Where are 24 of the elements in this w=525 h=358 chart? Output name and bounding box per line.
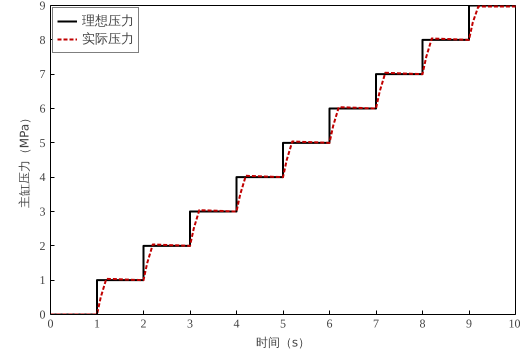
y-tick-label: 1 (40, 273, 46, 288)
x-tick-label: 1 (94, 316, 100, 330)
x-tick-label: 3 (187, 316, 193, 330)
x-tick-label: 6 (326, 316, 332, 330)
y-tick-label: 0 (40, 308, 46, 322)
y-tick-label: 2 (40, 238, 46, 253)
x-tick-label: 10 (508, 316, 520, 330)
x-tick-label: 7 (373, 316, 379, 330)
y-tick-label: 7 (40, 67, 46, 82)
y-tick-label: 5 (40, 136, 46, 150)
x-tick-label: 4 (234, 316, 240, 330)
y-tick-label: 9 (40, 0, 46, 12)
x-tick-label: 5 (280, 316, 286, 330)
y-tick-label: 3 (40, 204, 46, 218)
x-axis-title: 时间（s） (256, 336, 310, 350)
x-tick-label: 8 (420, 316, 426, 330)
x-tick-label: 2 (140, 316, 146, 330)
x-tick-label: 9 (466, 316, 472, 330)
y-tick-label: 8 (40, 32, 46, 47)
y-tick-label: 6 (40, 102, 46, 116)
legend-label: 理想压力 (82, 13, 134, 30)
legend-label: 实际压力 (82, 31, 134, 48)
y-tick-label: 4 (40, 170, 46, 184)
y-axis-title: 主缸压力（MPa） (18, 112, 32, 208)
